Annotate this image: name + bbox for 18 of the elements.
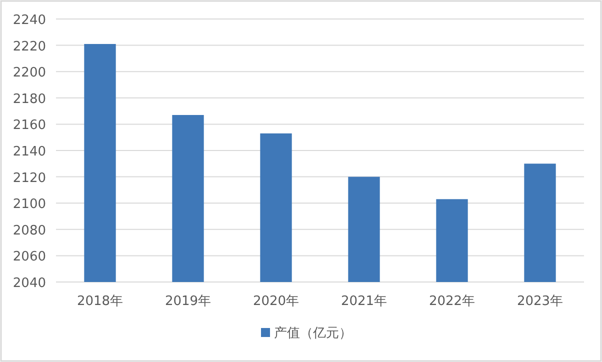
y-tick-label: 2200	[12, 66, 46, 81]
y-tick-label: 2140	[12, 144, 46, 160]
y-tick-label: 2180	[12, 92, 46, 107]
legend-label: 产值（亿元）	[274, 326, 352, 341]
y-tick-label: 2040	[12, 276, 46, 291]
x-tick-label: 2021年	[340, 294, 388, 309]
x-tick-label: 2023年	[516, 294, 564, 309]
y-tick-label: 2220	[12, 39, 46, 54]
y-tick-label: 2100	[12, 197, 46, 212]
x-tick-label: 2022年	[428, 294, 476, 309]
y-tick-label: 2120	[12, 170, 46, 186]
x-tick-label: 2019年	[164, 294, 212, 309]
x-tick-label: 2018年	[76, 294, 124, 309]
x-tick-label: 2020年	[252, 294, 300, 309]
y-tick-label: 2240	[12, 13, 46, 28]
y-tick-label: 2060	[12, 250, 46, 265]
y-tick-label: 2080	[12, 223, 46, 238]
y-tick-label: 2160	[12, 118, 46, 134]
